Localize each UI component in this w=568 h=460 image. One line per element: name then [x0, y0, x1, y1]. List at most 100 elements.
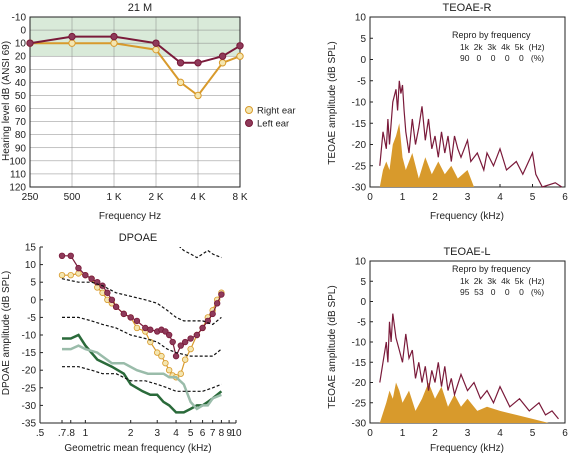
dpoae-y-tick: -5: [27, 313, 36, 324]
dpoae-point: [82, 271, 89, 279]
teoae-y-tick: -30: [352, 183, 367, 194]
dpoae-x-tick: 3: [154, 428, 160, 439]
dpoae-title: DPOAE: [119, 232, 158, 244]
teoae-r-repro-values: 90 0 0 0 0 (%): [460, 53, 544, 63]
teoae-x-tick: 3: [465, 428, 471, 439]
audiogram-x-label: Frequency Hz: [99, 211, 161, 222]
dpoae-point: [147, 338, 154, 346]
audiogram-y-tick: 90: [15, 143, 27, 154]
dpoae-x-tick: 1: [83, 428, 89, 439]
dpoae-point: [204, 317, 212, 325]
noise-floor-area: [379, 382, 549, 423]
teoae-x-tick: 6: [562, 428, 568, 439]
audiogram-series-line: [29, 35, 241, 64]
dpoae-point: [177, 370, 184, 377]
noise-floor-area: [379, 123, 474, 187]
teoae-y-tick: -10: [352, 98, 367, 109]
dpoae-point: [67, 271, 74, 279]
dpoae-point: [127, 314, 134, 321]
dpoae-point: [104, 289, 111, 296]
teoae-y-tick: -20: [352, 140, 367, 151]
dpoae-point: [112, 303, 120, 311]
audiogram-point: [26, 39, 34, 47]
teoae-x-tick: 2: [432, 428, 438, 439]
dpoae-y-tick: -25: [22, 383, 37, 394]
teoae-y-tick: -5: [357, 76, 366, 87]
dpoae-point: [75, 270, 82, 277]
teoae-x-tick: 0: [367, 428, 373, 439]
audiogram-point: [110, 32, 118, 41]
dpoae-x-tick: .8: [67, 428, 76, 439]
audiogram-y-tick: 70: [15, 117, 27, 128]
teoae-y-tick: -20: [352, 378, 367, 389]
teoae-x-tick: 0: [367, 192, 373, 203]
dpoae-point: [133, 324, 141, 332]
teoae-x-tick: 1: [400, 428, 406, 439]
teoae-y-tick: -15: [352, 119, 367, 130]
dpoae-x-tick: 9: [226, 428, 232, 439]
norm-boundary-line: [62, 366, 222, 392]
teoae-x-tick: 1: [400, 192, 406, 203]
teoae-y-tick: -30: [352, 419, 367, 430]
teoae-l-title: TEOAE-L: [443, 246, 490, 258]
audiogram-y-tick: 100: [9, 156, 26, 167]
audiogram-point: [218, 52, 227, 60]
norm-boundary-line: [61, 278, 222, 326]
audiogram-point: [152, 45, 160, 54]
audiogram-x-tick: 2 K: [148, 192, 163, 203]
teoae-y-tick: 10: [355, 257, 367, 268]
norm-boundary-line: [62, 316, 222, 357]
teoae-r-repro-header: Repro by frequency: [452, 30, 531, 40]
teoae-x-tick: 2: [432, 192, 438, 203]
teoae-x-tick: 5: [530, 428, 536, 439]
audiogram-point: [110, 39, 118, 47]
teoae-y-tick: 0: [360, 297, 366, 308]
audiogram-point: [176, 59, 185, 67]
audiogram-plot-frame: [29, 16, 241, 188]
dpoae-point: [165, 367, 173, 374]
teoae-y-tick: 5: [360, 277, 366, 288]
dpoae-point: [181, 356, 189, 363]
dpoae-series-line: [62, 344, 222, 411]
dpoae-point: [154, 349, 161, 356]
teoae-l-repro-labels: 1k 2k 3k 4k 5k (Hz): [460, 276, 545, 286]
dpoae-point: [120, 310, 128, 318]
audiogram-y-tick: 60: [15, 104, 27, 115]
audiogram-y-tick: 80: [15, 130, 27, 141]
dpoae-point: [88, 275, 95, 282]
dpoae-panel: DPOAE Geometric mean frequency (kHz) DPO…: [1, 232, 242, 454]
audiogram-x-tick: 1 K: [106, 192, 121, 203]
legend-marker: [245, 119, 253, 127]
dpoae-point: [181, 338, 189, 346]
teoae-l-repro-header: Repro by frequency: [452, 264, 531, 274]
dpoae-series-line: [62, 333, 223, 414]
audiogram-panel: 21 M Frequency Hz Hearing level dB (ANSI…: [1, 2, 296, 222]
dpoae-point: [209, 310, 216, 318]
dpoae-point: [218, 291, 225, 298]
audiogram-y-tick: -10: [12, 13, 27, 24]
audiogram-x-tick: 4 K: [190, 192, 205, 203]
teoae-y-tick: -15: [352, 358, 367, 369]
teoae-response-line: [379, 313, 559, 420]
teoae-x-tick: 4: [497, 192, 503, 203]
teoae-l-x-label: Frequency (kHz): [430, 443, 504, 454]
audiogram-point: [218, 59, 227, 67]
audiogram-y-tick: 120: [9, 183, 26, 194]
dpoae-point: [58, 252, 66, 259]
dpoae-y-tick: -10: [22, 331, 37, 342]
dpoae-y-tick: 10: [25, 260, 37, 271]
dpoae-y-tick: 5: [30, 278, 36, 289]
teoae-x-tick: 5: [530, 192, 536, 203]
dpoae-point: [162, 359, 169, 367]
audiogram-y-tick: 40: [15, 78, 27, 89]
dpoae-x-tick: .7: [58, 428, 67, 439]
normal-range-band: [30, 17, 240, 57]
dpoae-point: [187, 335, 194, 342]
dpoae-point: [177, 342, 184, 349]
audiogram-point: [152, 39, 160, 47]
audiogram-x-tick: 8 K: [232, 192, 247, 203]
legend-label: Left ear: [257, 119, 289, 130]
dpoae-y-tick: -35: [22, 419, 37, 430]
dpoae-x-tick: .5: [36, 428, 45, 439]
